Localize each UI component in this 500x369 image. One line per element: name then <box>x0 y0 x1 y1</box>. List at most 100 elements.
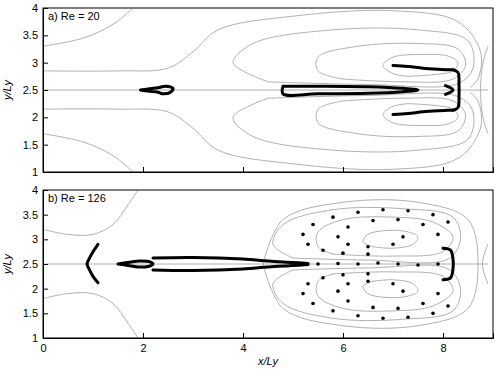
y-tick: 4 <box>32 2 48 14</box>
y-tick: 1.5 <box>23 307 48 319</box>
particle-point <box>356 262 360 266</box>
particle-point <box>346 299 350 303</box>
contour-line <box>363 280 418 298</box>
y-tick-mark <box>43 117 48 118</box>
y-tick: 2 <box>32 283 48 295</box>
particle-point <box>331 215 335 219</box>
particle-line <box>87 244 98 282</box>
particle-point <box>431 312 435 316</box>
particle-point <box>311 302 315 306</box>
contour-line <box>233 93 474 152</box>
x-tick-mark <box>343 167 344 172</box>
y-tick: 3 <box>32 233 48 245</box>
contour-line <box>43 134 133 172</box>
particle-line <box>141 86 174 94</box>
particle-point <box>321 248 325 252</box>
y-axis-line <box>44 9 49 173</box>
y-tick-label: 2.5 <box>23 84 38 96</box>
particle-line <box>393 65 453 69</box>
y-tick: 1.5 <box>23 139 48 151</box>
x-tick-label: 4 <box>240 342 246 354</box>
contour-line <box>43 264 488 265</box>
x-tick <box>343 167 344 172</box>
contour-line <box>316 98 466 137</box>
x-axis-line <box>44 333 494 339</box>
particle-point <box>331 309 335 313</box>
contour-line <box>273 265 461 321</box>
x-tick <box>443 167 444 172</box>
particle-point <box>396 307 400 311</box>
plot-area <box>43 8 488 172</box>
particle-point <box>436 292 440 296</box>
y-tick-label: 3 <box>32 57 38 69</box>
y-tick-mark <box>43 63 48 64</box>
particle-point <box>376 261 380 265</box>
particle-point <box>406 209 410 213</box>
particle-point <box>381 208 385 212</box>
y-tick: 2.5 <box>23 84 48 96</box>
y-tick: 1 <box>32 166 48 178</box>
particle-point <box>391 282 395 286</box>
particle-point <box>446 304 450 308</box>
y-tick: 1 <box>32 332 48 344</box>
particle-line <box>118 261 153 267</box>
y-tick: 4 <box>32 184 48 196</box>
contour-line <box>316 217 453 256</box>
y-axis-title: y/Ly <box>1 253 13 275</box>
plot-area <box>43 190 488 338</box>
x-axis: 02468 <box>40 333 493 354</box>
y-tick: 3.5 <box>23 29 48 41</box>
particle-point <box>416 263 420 267</box>
x-tick-label: 2 <box>140 342 146 354</box>
x-tick: 8 <box>440 333 446 354</box>
particle-point <box>371 306 375 310</box>
y-tick-label: 1.5 <box>23 307 38 319</box>
particle-line <box>443 248 453 280</box>
particle-point <box>306 282 310 286</box>
particle-point <box>356 314 360 318</box>
x-tick-mark <box>143 167 144 172</box>
particle-point <box>356 210 360 214</box>
panel: 11.522.533.54a) Re = 20y/Ly <box>1 2 494 178</box>
particle-point <box>421 302 425 306</box>
y-tick-label: 2.5 <box>23 258 38 270</box>
x-tick-mark <box>443 167 444 172</box>
contour-line <box>233 28 474 87</box>
y-tick-mark <box>43 190 48 191</box>
particle-point <box>396 262 400 266</box>
particle-point <box>301 292 305 296</box>
particle-point <box>366 279 370 283</box>
contour-line <box>43 8 133 46</box>
particle-line <box>153 258 308 264</box>
y-tick-mark <box>43 215 48 216</box>
x-tick: 4 <box>240 333 246 354</box>
particle-point <box>346 225 350 229</box>
y-tick-mark <box>43 8 48 9</box>
y-tick-mark <box>43 264 48 265</box>
y-tick-label: 3.5 <box>23 29 38 41</box>
particle-point <box>336 289 340 293</box>
y-tick: 2.5 <box>23 258 48 270</box>
panel-title: b) Re = 126 <box>48 192 106 204</box>
x-tick-mark <box>343 333 344 338</box>
y-tick-label: 3.5 <box>23 209 38 221</box>
y-tick: 3 <box>32 57 48 69</box>
particle-point <box>321 276 325 280</box>
x-tick-mark <box>143 333 144 338</box>
figure: 11.522.533.54a) Re = 20y/Ly0246811.522.5… <box>0 0 500 369</box>
contour-line <box>43 90 488 91</box>
particle-point <box>431 213 435 217</box>
particle-line <box>153 264 308 270</box>
y-tick-label: 4 <box>32 2 38 14</box>
contour-line <box>383 54 458 76</box>
particle-point <box>406 315 410 319</box>
x-axis <box>44 167 494 173</box>
panel: 0246811.522.533.54b) Re = 126x/Lyy/Ly <box>1 184 494 367</box>
x-tick-mark <box>443 333 444 338</box>
particle-line <box>446 86 454 95</box>
x-tick-label: 0 <box>40 342 46 354</box>
particle-point <box>366 252 370 256</box>
contour-line <box>363 230 418 248</box>
y-tick-mark <box>43 338 48 339</box>
x-axis-line <box>44 167 494 173</box>
